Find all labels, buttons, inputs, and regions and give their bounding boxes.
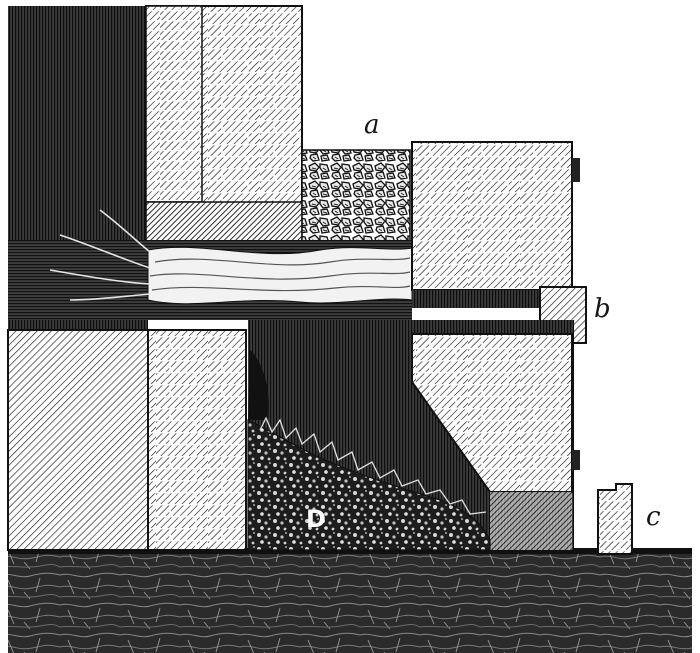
right-upper-brick-block: [411, 141, 580, 308]
label-D: D: [306, 505, 326, 533]
label-a: a: [364, 110, 380, 140]
ash-heap: [247, 350, 491, 551]
upper-brick-pier: [145, 5, 303, 247]
label-b: b: [594, 294, 611, 324]
label-c: c: [646, 502, 661, 532]
flame-passage: [8, 209, 413, 320]
post: [597, 483, 633, 555]
right-lower-brick-block: [411, 333, 580, 550]
ground-strata: [8, 548, 692, 653]
lower-left-masonry: [7, 329, 247, 551]
fuel-hopper-coal: [301, 149, 411, 247]
